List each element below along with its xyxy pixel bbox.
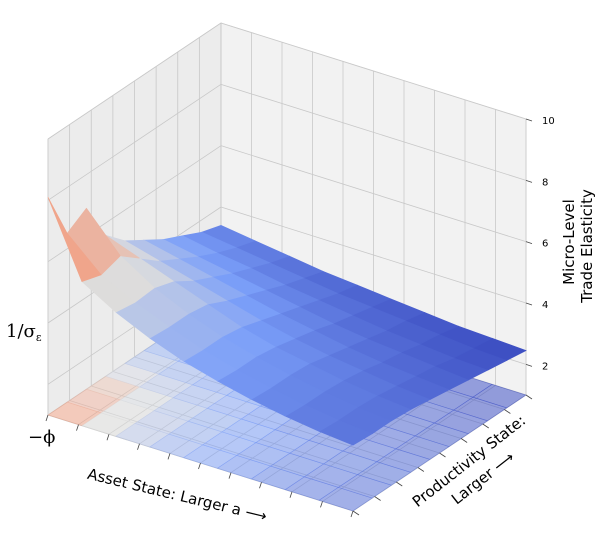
borrowing-limit-marker: −ϕ — [28, 427, 55, 448]
z-tick-label: 10 — [542, 116, 555, 127]
asset-tick — [106, 434, 110, 441]
asset-tick — [320, 501, 323, 508]
z-tick-label: 2 — [542, 361, 548, 372]
productivity-tick — [439, 452, 446, 458]
asset-tick — [289, 491, 293, 498]
z-tick-label: 8 — [542, 177, 548, 188]
asset-tick — [350, 510, 354, 518]
productivity-tick — [525, 394, 533, 400]
z-tick-label: 6 — [542, 239, 548, 250]
asset-tick — [45, 414, 49, 422]
asset-tick — [76, 424, 79, 431]
z-tick — [525, 179, 533, 183]
z-axis-label-line2: Trade Elasticity — [578, 189, 596, 304]
inverse-sigma-marker: 1/σε — [6, 321, 42, 344]
asset-tick — [167, 453, 171, 460]
elasticity-surface — [47, 197, 527, 446]
asset-tick — [198, 462, 201, 470]
z-tick — [525, 363, 533, 367]
productivity-tick — [417, 467, 425, 472]
z-tick — [525, 302, 533, 306]
asset-tick — [228, 472, 232, 479]
productivity-tick — [504, 409, 511, 414]
z-axis-label-line1: Micro-Level — [560, 199, 578, 285]
productivity-tick — [352, 510, 360, 516]
productivity-tick — [482, 423, 489, 429]
surface-patch — [47, 197, 102, 282]
asset-tick — [259, 482, 262, 489]
productivity-tick — [460, 438, 468, 443]
z-tick — [525, 118, 533, 122]
axis-ticks: 2 4 6 8 10 — [45, 116, 555, 518]
productivity-tick — [396, 481, 403, 487]
asset-tick — [137, 443, 140, 450]
z-tick-label: 4 — [542, 300, 548, 311]
z-tick — [525, 241, 533, 245]
productivity-tick — [374, 496, 381, 501]
